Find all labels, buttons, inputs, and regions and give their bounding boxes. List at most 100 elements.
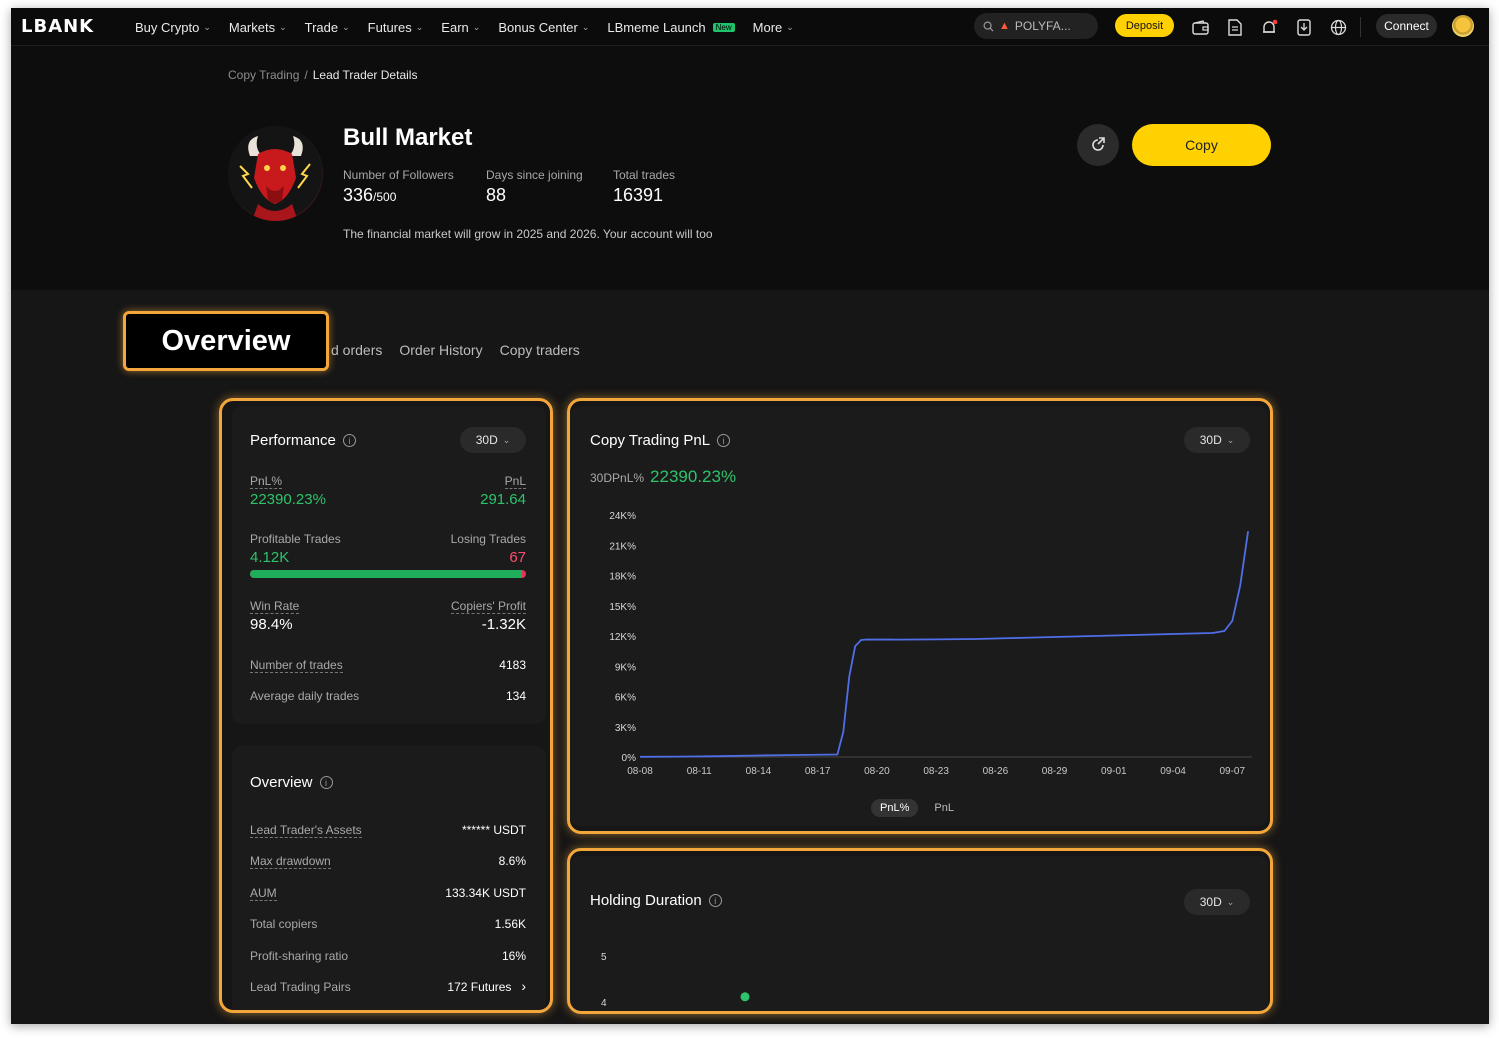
tab-lead-orders[interactable]: d orders <box>331 342 383 358</box>
info-icon[interactable]: i <box>342 434 356 447</box>
chevron-down-icon: ⌄ <box>279 21 287 32</box>
overview-row-value: 1.56K <box>494 917 526 932</box>
chevron-down-icon: ⌄ <box>1226 434 1235 445</box>
lbank-logo[interactable]: LBANK <box>21 16 95 37</box>
chevron-right-icon: › <box>517 978 526 994</box>
win-loss-bar <box>250 570 526 578</box>
nav-item-buy-crypto[interactable]: Buy Crypto ⌄ <box>135 20 211 35</box>
holding-title-wrap: Holding Duration i <box>590 892 722 909</box>
trader-bio: The financial market will grow in 2025 a… <box>343 227 713 241</box>
overview-title: Overview <box>250 774 313 791</box>
overview-row-label: AUM <box>250 885 277 901</box>
winrate-labels-row: Win Rate Copiers' Profit <box>250 599 526 614</box>
x-tick-label: 09-04 <box>1160 766 1186 777</box>
info-icon[interactable]: i <box>319 776 333 789</box>
nav-item-markets[interactable]: Markets ⌄ <box>229 20 287 35</box>
followers-stat: Number of Followers 336/500 <box>343 168 454 206</box>
avg-daily-label: Average daily trades <box>250 689 360 703</box>
info-icon[interactable]: i <box>717 434 731 447</box>
pnl-summary-value: 22390.23% <box>650 467 737 486</box>
pnl-pct-value: 22390.23% <box>250 491 326 508</box>
overview-row-label: Lead Trading Pairs <box>250 980 351 994</box>
overview-row-label: Total copiers <box>250 917 318 932</box>
nav-item-label: Buy Crypto <box>135 19 200 35</box>
overview-row-label: Max drawdown <box>250 854 331 870</box>
nav-item-more[interactable]: More ⌄ <box>753 20 794 35</box>
pnl-chart-title-wrap: Copy Trading PnL i <box>590 432 731 449</box>
nav-item-lbmeme-launch[interactable]: LBmeme Launch New <box>607 19 735 35</box>
chevron-down-icon: ⌄ <box>1226 896 1235 907</box>
y-tick-label: 24K% <box>609 511 636 522</box>
overview-row: Lead Trader's Assets ****** USDT <box>250 823 526 838</box>
x-tick-label: 08-08 <box>627 766 653 777</box>
x-tick-label: 08-17 <box>805 766 831 777</box>
connect-button[interactable]: Connect <box>1376 14 1437 38</box>
holding-data-point <box>740 992 750 1002</box>
bell-icon[interactable] <box>1259 17 1279 37</box>
globe-icon[interactable] <box>1328 17 1348 37</box>
performance-title-wrap: Performance i <box>250 432 356 449</box>
pnl-period-dropdown[interactable]: 30D ⌄ <box>1184 427 1250 453</box>
toggle-pnl[interactable]: PnL <box>934 802 954 814</box>
performance-title: Performance <box>250 432 336 449</box>
days-stat: Days since joining 88 <box>486 168 583 206</box>
days-value: 88 <box>486 185 507 205</box>
share-button[interactable] <box>1077 124 1119 166</box>
document-icon[interactable] <box>1225 17 1245 37</box>
nav-item-label: More <box>752 19 783 35</box>
num-trades-label: Number of trades <box>250 658 343 673</box>
breadcrumb-copy-trading[interactable]: Copy Trading <box>228 68 300 82</box>
nav-item-trade[interactable]: Trade ⌄ <box>305 20 350 35</box>
overview-row[interactable]: Lead Trading Pairs 172 Futures › <box>250 978 526 994</box>
y-tick-label: 5 <box>601 952 607 963</box>
info-icon[interactable]: i <box>708 894 722 907</box>
num-trades-value: 4183 <box>499 658 526 672</box>
performance-period-dropdown[interactable]: 30D ⌄ <box>460 427 526 453</box>
search-input[interactable]: ▲ POLYFA... <box>974 13 1098 39</box>
toggle-pnl-pct[interactable]: PnL% <box>871 799 919 817</box>
overview-row-label: Lead Trader's Assets <box>250 823 362 838</box>
y-tick-label: 4 <box>601 998 607 1009</box>
overview-card: Overview i Lead Trader's Assets ****** US… <box>232 746 546 1016</box>
nav-item-label: Futures <box>367 19 412 35</box>
pnl-period-value: 30D <box>1199 433 1222 447</box>
nav-item-bonus-center[interactable]: Bonus Center ⌄ <box>498 20 589 35</box>
nav-item-label: LBmeme Launch <box>607 19 706 35</box>
chevron-down-icon: ⌄ <box>502 434 511 445</box>
download-icon[interactable] <box>1294 17 1314 37</box>
trades-values-row: 4.12K 67 <box>250 549 526 566</box>
tab-order-history[interactable]: Order History <box>399 342 483 358</box>
share-icon <box>1092 137 1105 151</box>
overview-title-wrap: Overview i <box>250 774 333 791</box>
holding-title: Holding Duration <box>590 892 702 909</box>
overview-tab-callout[interactable]: Overview <box>123 311 329 371</box>
performance-period-value: 30D <box>475 433 498 447</box>
y-tick-label: 6K% <box>615 693 636 704</box>
highlight-holding-duration <box>567 848 1273 1014</box>
x-tick-label: 08-26 <box>983 766 1009 777</box>
pnl-summary-label: 30DPnL% <box>590 471 645 485</box>
copy-button[interactable]: Copy <box>1132 124 1271 166</box>
pnl-pct-label: PnL% <box>250 474 283 489</box>
overview-row: AUM 133.34K USDT <box>250 886 526 901</box>
nav-item-futures[interactable]: Futures ⌄ <box>368 20 424 35</box>
nav-item-earn[interactable]: Earn ⌄ <box>441 20 480 35</box>
tab-copy-traders[interactable]: Copy traders <box>499 342 580 358</box>
holding-period-dropdown[interactable]: 30D ⌄ <box>1184 889 1250 915</box>
x-tick-label: 09-01 <box>1101 766 1127 777</box>
search-trending-text: POLYFA... <box>1014 19 1071 33</box>
wallet-icon[interactable] <box>1190 17 1210 37</box>
nav-item-label: Earn <box>441 19 469 35</box>
chevron-down-icon: ⌄ <box>472 21 481 32</box>
deposit-button[interactable]: Deposit <box>1115 14 1174 37</box>
nav-menu: Buy Crypto ⌄ Markets ⌄ Trade ⌄ Futures ⌄ Earn ⌄ Bo… <box>135 8 794 46</box>
breadcrumb-current: Lead Trader Details <box>312 68 418 82</box>
chevron-down-icon: ⌄ <box>415 21 424 32</box>
user-avatar[interactable] <box>1452 15 1474 37</box>
y-tick-label: 18K% <box>609 572 636 583</box>
y-tick-label: 12K% <box>609 632 636 643</box>
followers-max: /500 <box>373 190 397 204</box>
overview-row-value: 172 Futures <box>447 980 512 994</box>
trades-label: Total trades <box>613 168 676 182</box>
x-tick-label: 08-29 <box>1042 766 1068 777</box>
